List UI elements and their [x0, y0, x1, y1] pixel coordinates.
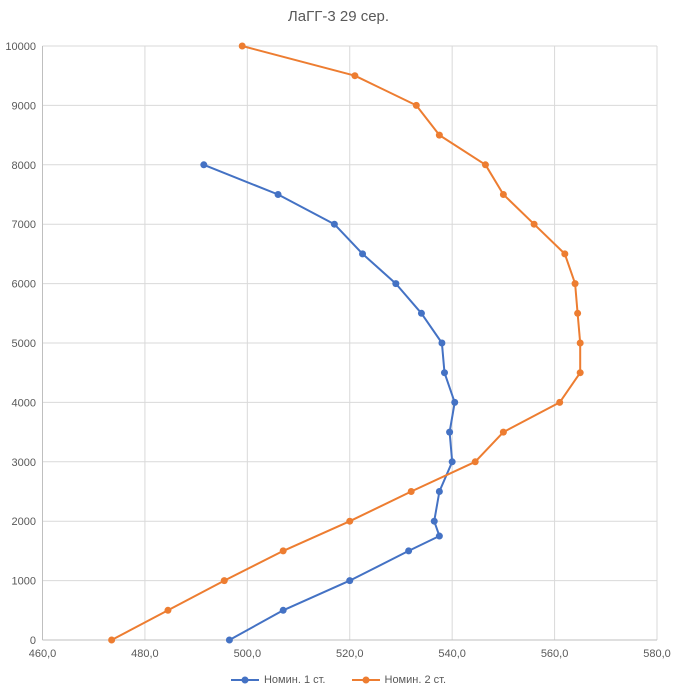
series-1-marker[interactable]	[448, 458, 456, 466]
series-1[interactable]	[200, 161, 459, 644]
series-2-marker[interactable]	[571, 280, 579, 288]
series-2[interactable]	[108, 42, 584, 644]
series-2-marker[interactable]	[351, 72, 359, 80]
y-tick-label: 2000	[12, 516, 36, 528]
series-2-marker[interactable]	[561, 250, 569, 258]
x-tick-labels: 460,0 480,0 500,0 520,0 540,0 560,0 580,0	[29, 648, 671, 660]
y-tick-label: 7000	[12, 219, 36, 231]
x-tick-label: 560,0	[541, 648, 569, 660]
series-2-marker[interactable]	[574, 309, 582, 317]
y-tick-label: 0	[30, 635, 36, 647]
legend-item-series1[interactable]: Номин. 1 ст.	[230, 674, 326, 686]
y-tick-label: 3000	[12, 457, 36, 469]
chart-legend: Номин. 1 ст. Номин. 2 ст.	[0, 674, 677, 686]
series-2-marker[interactable]	[164, 606, 172, 614]
series-2-marker[interactable]	[499, 191, 507, 198]
legend-label-series1: Номин. 1 ст.	[263, 674, 326, 686]
series-1-marker[interactable]	[405, 547, 413, 555]
y-tick-label: 1000	[12, 576, 36, 588]
series-2-marker[interactable]	[108, 636, 116, 644]
series-2-marker[interactable]	[407, 488, 415, 495]
y-tick-labels: 0 1000 2000 3000 4000 5000 6000 7000 8000 9000 100…	[5, 41, 36, 647]
series-1-marker[interactable]	[438, 339, 446, 347]
series-1-marker[interactable]	[346, 577, 354, 585]
gridlines	[42, 45, 658, 640]
series-1-line[interactable]	[202, 163, 456, 641]
y-tick-label: 8000	[12, 160, 36, 172]
series-2-marker[interactable]	[499, 428, 507, 436]
chart-title: ЛаГГ-3 29 сер.	[287, 8, 390, 25]
legend-swatch-series1	[230, 676, 259, 684]
y-tick-label: 5000	[12, 338, 36, 350]
series-1-marker[interactable]	[440, 369, 448, 377]
series-2-marker[interactable]	[279, 547, 287, 555]
y-tick-label: 4000	[12, 397, 36, 409]
series-2-marker[interactable]	[530, 220, 538, 228]
series-2-marker[interactable]	[435, 131, 443, 139]
x-tick-label: 460,0	[29, 648, 57, 660]
x-tick-label: 580,0	[643, 648, 671, 660]
x-tick-label: 480,0	[131, 648, 159, 660]
series-2-marker[interactable]	[220, 577, 228, 585]
series-2-marker[interactable]	[576, 339, 584, 347]
series-1-marker[interactable]	[435, 532, 443, 540]
series-2-marker[interactable]	[481, 161, 489, 169]
series-2-marker[interactable]	[471, 458, 479, 466]
series-1-marker[interactable]	[451, 398, 459, 406]
y-tick-label: 10000	[5, 41, 36, 53]
series-1-marker[interactable]	[430, 517, 438, 525]
series-2-marker[interactable]	[556, 398, 564, 406]
y-tick-label: 9000	[12, 100, 36, 112]
series-1-marker[interactable]	[392, 280, 400, 288]
series-2-marker[interactable]	[412, 101, 420, 109]
x-tick-label: 540,0	[438, 648, 466, 660]
legend-label-series2: Номин. 2 ст.	[384, 674, 447, 686]
x-tick-label: 520,0	[336, 648, 364, 660]
legend-swatch-series2	[351, 676, 380, 684]
y-tick-label: 6000	[12, 279, 36, 291]
series-1-marker[interactable]	[359, 250, 367, 258]
legend-item-series2[interactable]: Номин. 2 ст.	[351, 674, 447, 686]
series-1-marker[interactable]	[330, 220, 338, 228]
series-2-marker[interactable]	[346, 517, 354, 525]
series-1-marker[interactable]	[225, 636, 233, 644]
series-1-marker[interactable]	[435, 488, 443, 495]
series-1-marker[interactable]	[274, 191, 282, 198]
series-2-marker[interactable]	[238, 42, 246, 50]
series-1-marker[interactable]	[200, 161, 208, 169]
x-tick-label: 500,0	[234, 648, 262, 660]
series-1-marker[interactable]	[279, 606, 287, 614]
series-1-marker[interactable]	[446, 428, 454, 436]
series-2-marker[interactable]	[576, 369, 584, 377]
series-1-marker[interactable]	[417, 309, 425, 317]
